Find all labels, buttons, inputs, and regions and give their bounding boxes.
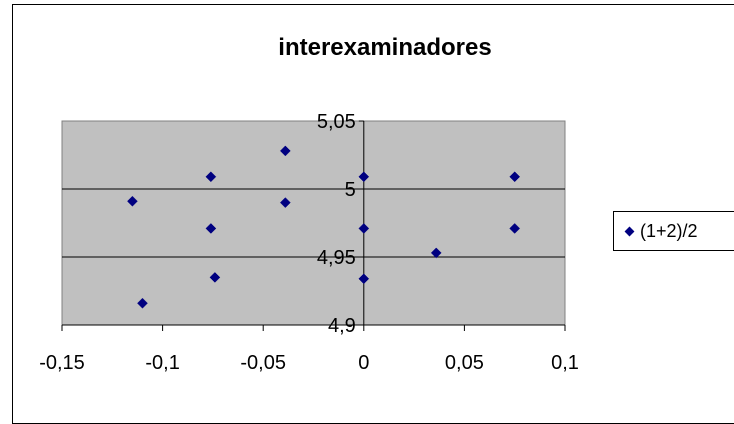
- x-tick-label: 0: [358, 352, 369, 374]
- y-tick-label: 4,95: [317, 247, 356, 269]
- data-point: [279, 197, 291, 208]
- legend-marker-icon: [624, 226, 635, 236]
- data-point: [209, 272, 221, 283]
- y-tick-label: 5,05: [317, 111, 356, 133]
- legend: (1+2)/2: [613, 211, 734, 251]
- data-point: [205, 223, 217, 234]
- data-point: [358, 171, 370, 183]
- data-point: [358, 223, 370, 234]
- data-point: [509, 171, 521, 183]
- y-tick-label: 5: [345, 179, 356, 201]
- scatter-chart: interexaminadores 4,9 4,95 5 5,05 -0,15 -0,1 -…: [39, 34, 579, 374]
- x-tick-label: 0,05: [445, 352, 484, 374]
- chart-title: interexaminadores: [278, 34, 491, 61]
- x-tick-label: -0,1: [145, 352, 179, 374]
- data-point: [358, 273, 370, 285]
- data-point: [205, 171, 217, 183]
- data-point: [137, 297, 148, 309]
- data-point: [430, 247, 442, 259]
- data-point: [127, 195, 138, 207]
- data-point: [509, 223, 521, 234]
- y-tick-label: 4,9: [328, 315, 356, 337]
- tick-labels: 4,9 4,95 5 5,05 -0,15 -0,1 -0,05 0 0,05 0,1: [39, 111, 579, 374]
- x-tick-label: -0,05: [240, 352, 286, 374]
- x-tick-label: -0,15: [39, 352, 85, 374]
- data-point: [279, 145, 291, 157]
- legend-label: (1+2)/2: [640, 220, 698, 241]
- axes: [61, 120, 566, 331]
- data-points: [127, 145, 521, 309]
- plot-area: [61, 120, 566, 326]
- gridlines: [62, 188, 565, 258]
- x-tick-label: 0,1: [551, 352, 579, 374]
